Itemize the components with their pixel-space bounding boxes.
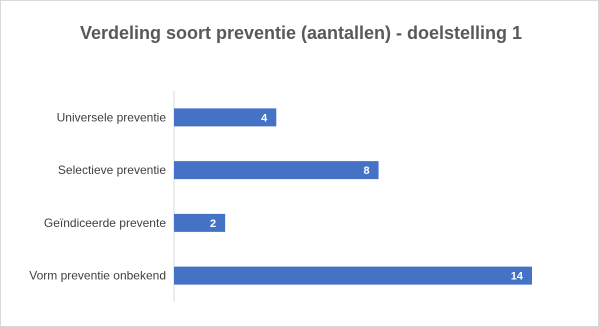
bar	[174, 266, 532, 285]
category-label: Selectieve preventie	[58, 163, 166, 177]
bar	[174, 213, 226, 232]
data-label: 2	[210, 218, 216, 230]
category-label: Universele preventie	[57, 110, 167, 124]
chart-title: Verdeling soort preventie (aantallen) - …	[79, 23, 523, 43]
bar	[174, 108, 277, 127]
data-label: 14	[511, 271, 524, 283]
category-label: Geïndiceerde prevente	[44, 216, 166, 230]
bar	[174, 161, 379, 180]
data-label: 4	[261, 112, 268, 124]
bar-group: Universele preventie 4 Selectieve preventi…	[29, 108, 532, 285]
data-label: 8	[363, 165, 369, 177]
category-label: Vorm preventie onbekend	[29, 269, 166, 283]
